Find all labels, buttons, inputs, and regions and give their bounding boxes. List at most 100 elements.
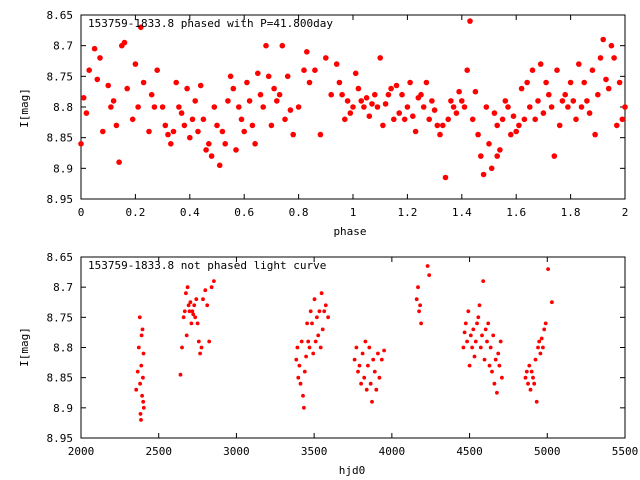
phased-data-point [192,98,198,104]
phased-data-point [146,128,152,135]
unphased-data-point [490,369,494,374]
phased-data-point [391,116,397,123]
unphased-data-point [371,357,376,362]
phased-data-point [129,116,136,123]
unphased-data-point [141,375,145,380]
phased-data-point [404,104,411,110]
unphased-data-point [196,339,201,344]
phased-data-point [135,104,141,110]
unphased-data-point [466,309,471,314]
phased-data-point [211,104,218,110]
phased-data-point [168,141,174,147]
phased-data-point [532,116,538,123]
phased-data-point [374,104,381,110]
unphased-data-point [322,309,327,314]
unphased-data-point [140,327,145,332]
unphased-data-point [180,345,184,350]
phased-data-point [140,79,147,86]
unphased-data-point [543,321,548,326]
phased-data-point [342,116,348,123]
phased-data-point [559,98,566,104]
phased-chart-title: 153759-1833.8 phased with P=41.800day [88,17,333,30]
phased-data-point [548,104,555,110]
unphased-data-point [477,303,482,308]
unphased-data-point [500,375,504,380]
unphased-x-tick-label: 2000 [68,445,95,458]
unphased-data-point [487,363,492,368]
unphased-y-tick-label: 8.7 [53,281,73,294]
unphased-data-point [189,321,194,326]
phased-data-point [505,104,511,110]
unphased-data-point [298,381,303,386]
unphased-data-point [181,315,186,320]
phased-data-point [595,91,601,98]
unphased-data-point [473,339,478,344]
unphased-x-axis-label: hjd0 [339,464,366,477]
unphased-y-tick-label: 8.9 [53,402,73,415]
phased-data-point [518,85,525,92]
phased-data-point [401,116,408,123]
unphased-data-point [468,333,473,338]
phased-data-point [516,122,522,129]
phased-data-point [369,101,375,107]
phased-data-point [576,61,582,67]
phased-data-point [195,128,201,135]
phased-data-point [464,67,471,73]
unphased-data-point [212,279,216,283]
unphased-data-point [141,399,146,404]
phased-data-point [108,104,114,110]
phased-data-point [100,128,106,135]
phased-data-point [459,98,465,104]
phased-data-point [546,91,552,98]
phased-data-point [480,171,487,178]
unphased-chart-title: 153759-1833.8 not phased light curve [88,259,326,272]
phased-data-point [396,110,403,116]
unphased-y-tick-label: 8.85 [47,372,74,385]
phased-data-point [488,165,495,172]
unphased-data-point [199,345,204,350]
phased-data-point [78,141,84,147]
unphased-data-point [203,288,208,293]
unphased-data-point [427,273,432,277]
phased-data-point [290,131,297,138]
phased-data-point [614,122,620,129]
phased-data-point [616,79,623,86]
phased-data-point [358,98,365,104]
phased-data-point [244,79,250,86]
unphased-data-point [192,303,197,308]
unphased-data-point [467,363,472,368]
unphased-data-point [318,345,323,350]
phased-data-point [483,104,490,110]
unphased-data-point [141,405,146,410]
phased-data-point [521,116,528,123]
unphased-x-tick-label: 4500 [456,445,483,458]
unphased-data-point [486,321,491,326]
phased-data-point [437,131,443,138]
unphased-y-tick-label: 8.75 [47,311,74,324]
phased-data-point [306,79,313,86]
unphased-data-point [188,300,193,305]
unphased-data-point [376,351,380,356]
phased-data-point [442,174,449,181]
phased-data-point [263,42,269,49]
phased-data-point [333,61,340,67]
phased-data-point [554,67,560,73]
phased-y-tick-label: 8.7 [53,40,73,53]
unphased-data-point [527,363,532,368]
unphased-data-point [363,339,368,344]
unphased-data-point [186,303,191,308]
unphased-data-point [315,315,319,320]
unphased-data-point [301,393,305,398]
phased-data-point [608,42,615,49]
phased-data-point [124,85,130,92]
phased-data-point [412,128,419,135]
unphased-data-point [191,312,196,317]
unphased-data-point [136,345,141,350]
unphased-x-tick-label: 4000 [379,445,406,458]
phased-data-point [216,162,223,169]
phased-data-point [170,128,177,135]
unphased-data-point [319,291,324,296]
unphased-data-point [140,393,145,398]
unphased-data-point [472,354,477,359]
phased-data-point [491,110,498,116]
